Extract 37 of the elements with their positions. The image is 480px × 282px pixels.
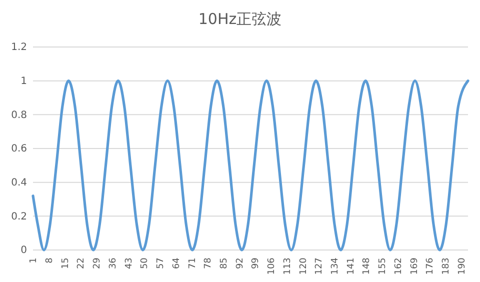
x-tick-label: 85 [219,258,230,270]
x-tick-label: 127 [314,258,325,275]
x-tick-label: 183 [441,258,452,275]
x-tick-label: 29 [92,257,103,270]
y-tick-label: 0.8 [11,110,27,121]
x-tick-label: 1 [29,258,40,264]
x-tick-label: 8 [45,257,56,264]
chart-title: 10Hz正弦波 [198,10,282,28]
x-tick-label: 43 [124,258,134,270]
x-tick-label: 106 [267,257,278,275]
x-tick-label: 120 [298,257,309,275]
y-tick-label: 1.2 [11,42,27,54]
x-tick-label: 141 [346,258,356,275]
line-series [32,80,470,252]
x-tick-label: 190 [457,257,468,275]
y-tick-label: 0.6 [11,144,27,155]
x-tick-label: 22 [76,258,87,270]
x-tick-label: 92 [235,258,246,270]
x-tick-label: 99 [251,257,262,270]
x-tick-label: 50 [140,257,150,270]
y-tick-label: 0.2 [11,211,27,222]
x-tick-label: 71 [188,258,198,270]
x-tick-label: 169 [410,257,420,275]
x-tick-label: 176 [426,257,436,275]
x-tick-label: 15 [60,258,71,270]
y-tick-label: 1 [20,76,27,88]
y-tick-label: 0 [20,245,27,256]
x-tick-label: 148 [362,257,372,275]
x-tick-label: 113 [282,258,293,275]
x-tick-label: 57 [156,258,166,270]
x-tick-label: 36 [108,257,118,270]
y-tick-label: 0.4 [11,178,27,189]
x-tick-label: 78 [204,257,214,270]
x-tick-label: 162 [394,258,404,275]
x-tick-label: 155 [378,258,388,275]
x-tick-label: 64 [172,257,182,270]
x-tick-label: 134 [330,257,340,275]
